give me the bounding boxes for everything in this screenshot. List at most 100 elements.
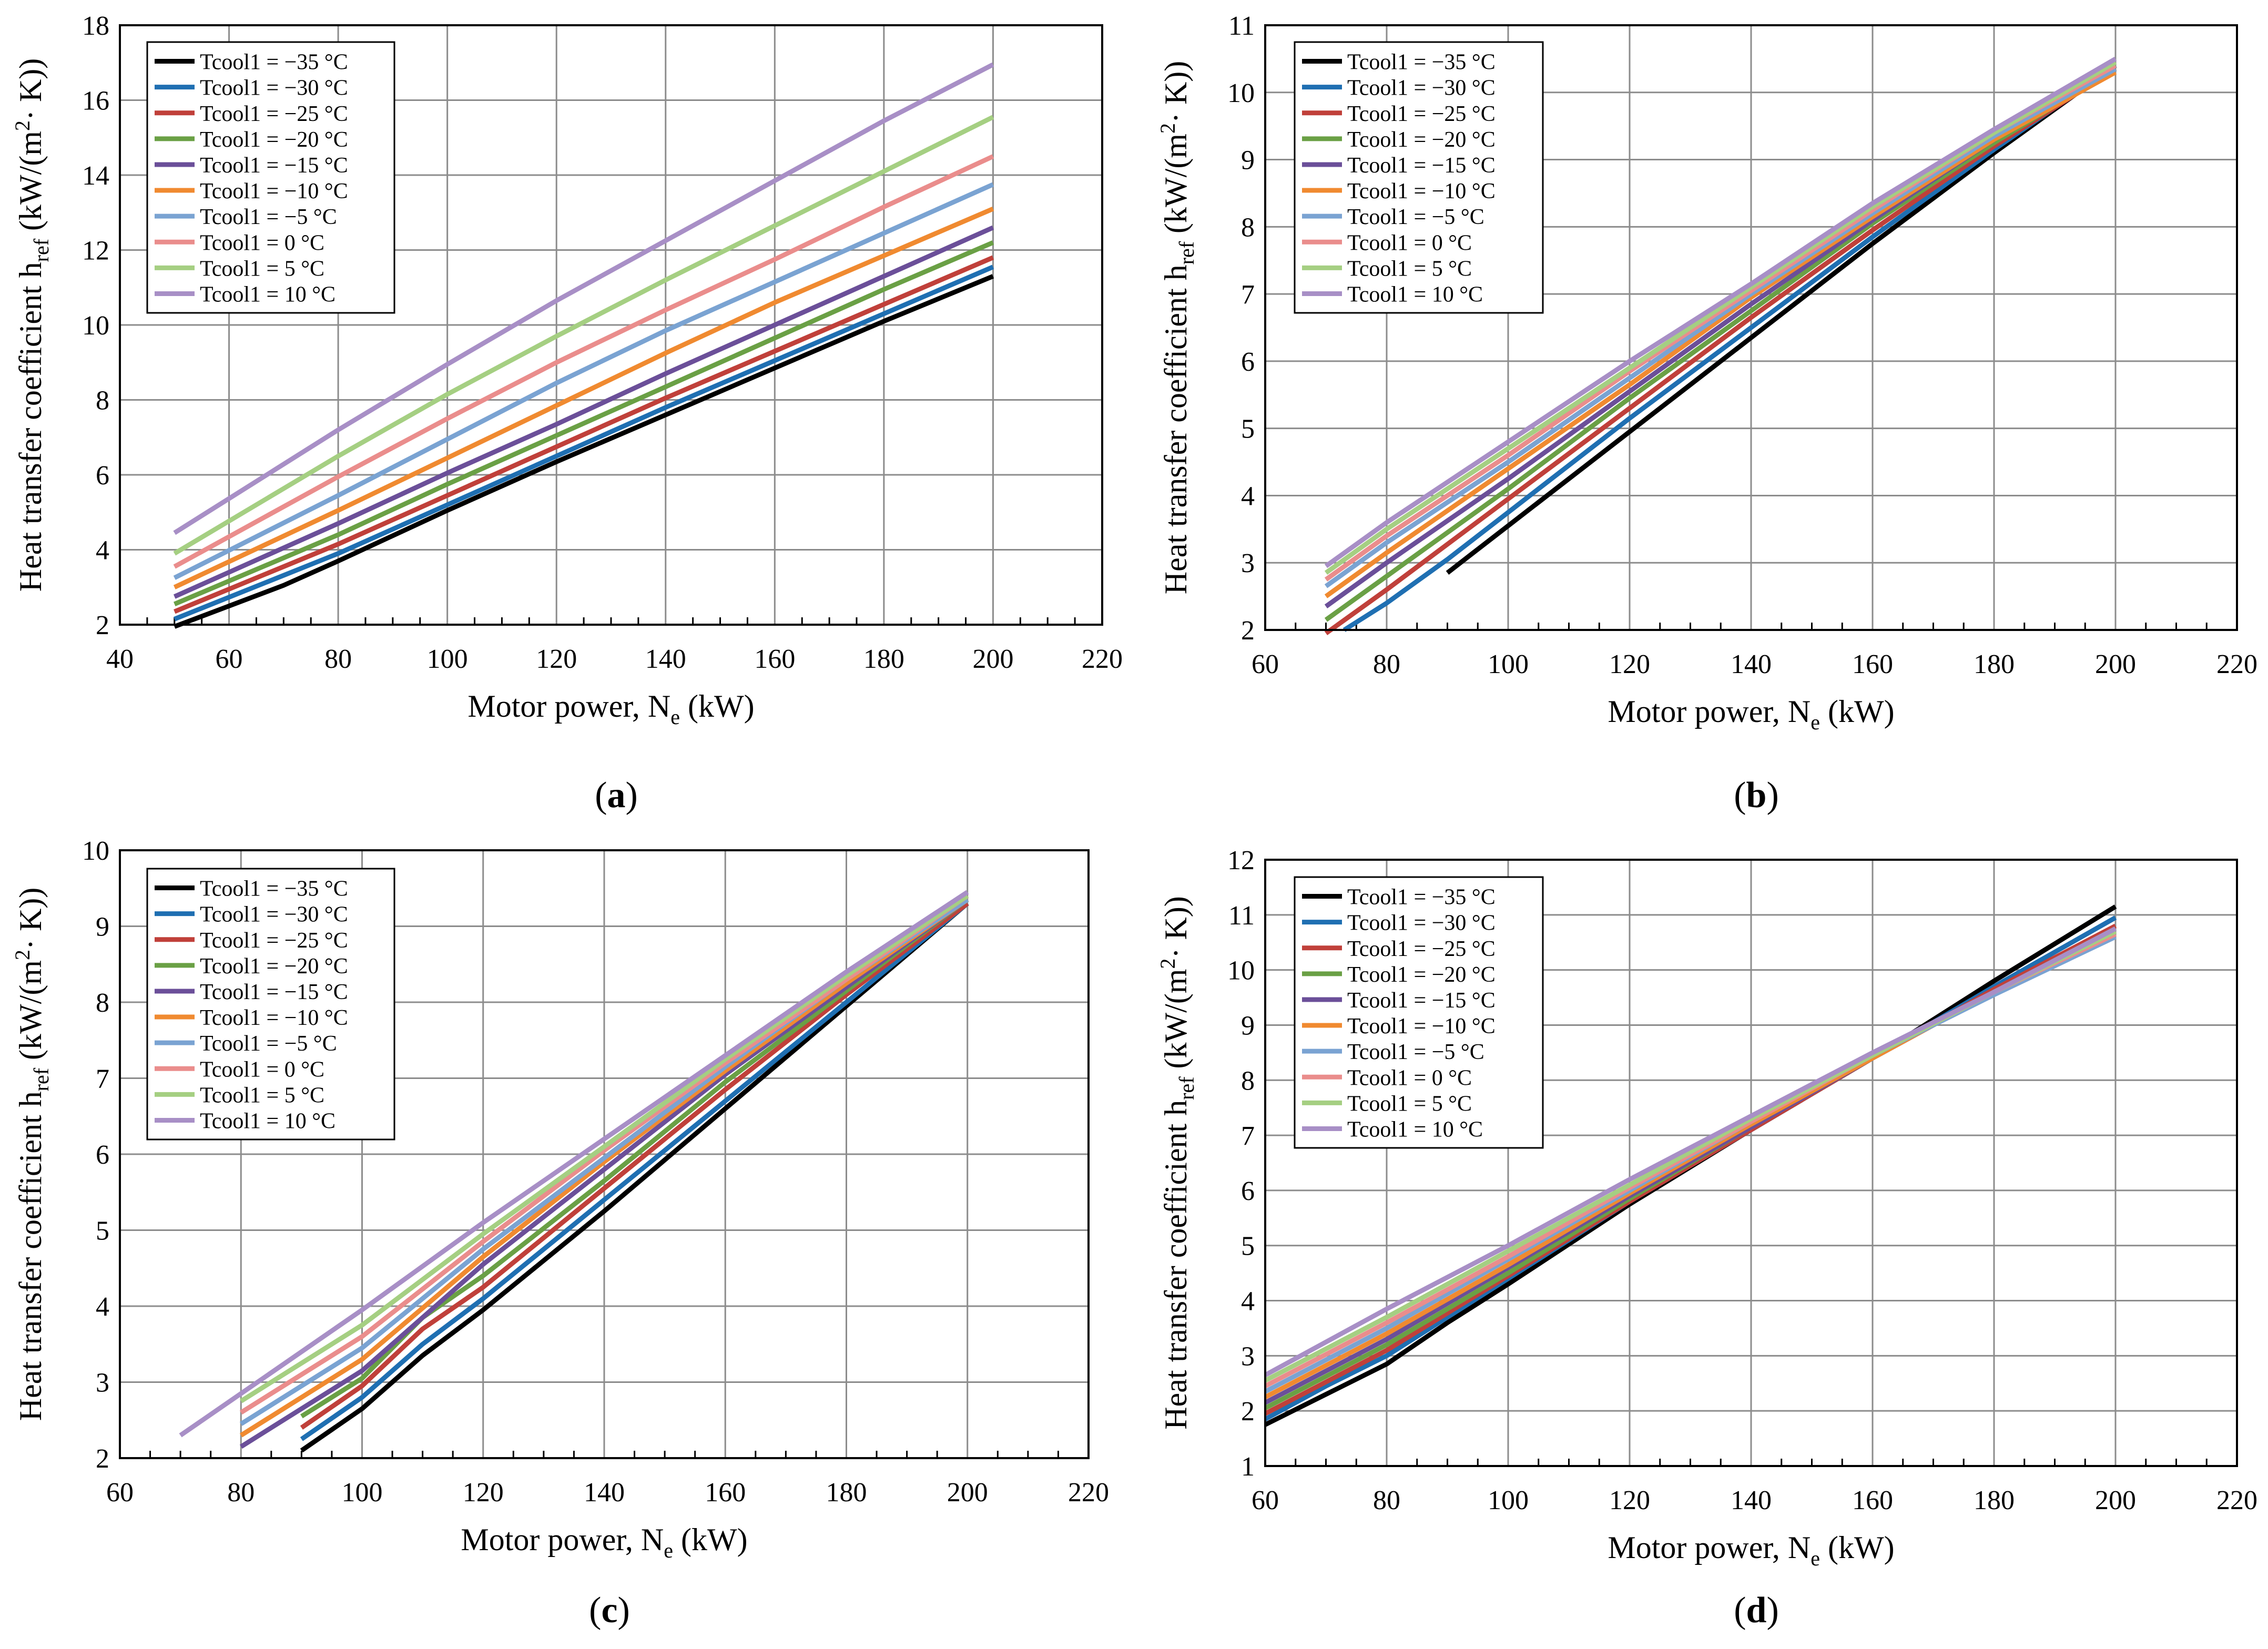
series-line-10 xyxy=(179,890,969,1438)
y-tick-label: 18 xyxy=(82,11,109,41)
x-tick-label: 40 xyxy=(106,644,134,674)
legend-entry-8: Tcool1 = 0 °C xyxy=(1347,231,1472,255)
panel-paren-open: ( xyxy=(589,1590,601,1631)
y-axis-label-sub: ref xyxy=(1175,1076,1198,1100)
x-tick-label: 100 xyxy=(1488,649,1529,679)
series-line-5 xyxy=(239,898,969,1449)
series-line-9 xyxy=(173,115,994,556)
y-tick-label: 10 xyxy=(82,311,109,341)
y-tick-label: 6 xyxy=(96,461,109,491)
legend-entry-1: Tcool1 = −35 °C xyxy=(1347,50,1496,75)
y-tick-label: 7 xyxy=(1241,1121,1255,1151)
x-tick-label: 180 xyxy=(863,644,904,674)
legend-entry-2: Tcool1 = −30 °C xyxy=(200,76,348,100)
legend-entry-7: Tcool1 = −5 °C xyxy=(200,205,337,229)
y-tick-label: 8 xyxy=(96,988,109,1018)
series-line-1 xyxy=(1446,64,2117,575)
y-axis-label-main: Heat transfer coefficient h xyxy=(1158,264,1193,594)
x-tick-label: 120 xyxy=(1609,649,1650,679)
legend-entry-2: Tcool1 = −30 °C xyxy=(1347,911,1496,935)
y-tick-label: 2 xyxy=(96,1444,109,1474)
legend-entry-6: Tcool1 = −10 °C xyxy=(1347,179,1496,203)
y-tick-label: 4 xyxy=(96,1292,109,1322)
chart-panel-d: 60 80 100 120 140 160 180 200 220123456789101112… xyxy=(1156,846,2257,1631)
y-tick-label: 2 xyxy=(1241,616,1255,646)
legend-entry-5: Tcool1 = −15 °C xyxy=(1347,989,1496,1013)
y-tick-label: 10 xyxy=(82,836,109,866)
legend-entry-10: Tcool1 = 10 °C xyxy=(1347,1117,1483,1142)
x-tick-label: 100 xyxy=(427,644,468,674)
x-tick-label: 80 xyxy=(227,1478,255,1508)
series-line-2 xyxy=(174,264,994,622)
panel-label: (d) xyxy=(1734,1590,1779,1631)
y-tick-label: 11 xyxy=(1228,11,1255,41)
legend-entry-1: Tcool1 = −35 °C xyxy=(200,50,348,75)
series-line-4 xyxy=(300,898,969,1419)
x-axis-label-unit: (kW) xyxy=(1820,694,1895,729)
legend-entry-8: Tcool1 = 0 °C xyxy=(200,231,324,255)
y-tick-label: 4 xyxy=(96,536,109,566)
panel-label: (c) xyxy=(589,1590,630,1631)
series-line-8 xyxy=(239,893,969,1415)
panel-paren-close: ) xyxy=(626,775,638,816)
y-tick-label: 4 xyxy=(1241,1287,1255,1317)
x-axis-label-unit: (kW) xyxy=(1820,1530,1895,1565)
legend-entry-3: Tcool1 = −25 °C xyxy=(1347,102,1496,126)
panel-paren-close: ) xyxy=(1766,775,1778,816)
y-tick-label: 3 xyxy=(1241,548,1255,578)
series-line-8 xyxy=(173,154,994,569)
legend-entry-10: Tcool1 = 10 °C xyxy=(200,282,335,307)
y-axis-label-sup: 2 xyxy=(1156,959,1179,969)
x-axis-label-sub: e xyxy=(1811,1546,1820,1570)
legend-entry-1: Tcool1 = −35 °C xyxy=(200,877,348,901)
y-axis-label: Heat transfer coefficient href (kW/(m2· … xyxy=(1156,896,1198,1430)
x-tick-label: 220 xyxy=(2216,649,2257,679)
series-line-6 xyxy=(173,206,994,589)
y-tick-label: 9 xyxy=(1241,146,1255,176)
x-axis-label: Motor power, Ne (kW) xyxy=(1608,1530,1894,1570)
x-tick-label: 100 xyxy=(342,1478,383,1508)
y-axis-label-sub: ref xyxy=(29,1067,53,1091)
legend-entry-9: Tcool1 = 5 °C xyxy=(1347,1092,1472,1116)
panel-paren-open: ( xyxy=(1734,775,1746,816)
series-line-4 xyxy=(1324,67,2117,622)
y-tick-label: 8 xyxy=(1241,212,1255,242)
legend-entry-1: Tcool1 = −35 °C xyxy=(1347,885,1496,910)
y-axis-label-end: · K)) xyxy=(1158,61,1193,123)
x-axis-label: Motor power, Ne (kW) xyxy=(1608,694,1894,734)
panel-paren-close: ) xyxy=(1766,1590,1778,1631)
legend-entry-5: Tcool1 = −15 °C xyxy=(200,154,348,178)
x-tick-label: 80 xyxy=(1373,1485,1400,1515)
x-tick-label: 100 xyxy=(1488,1485,1529,1515)
y-tick-label: 10 xyxy=(1227,78,1255,108)
y-tick-label: 11 xyxy=(1228,901,1255,931)
chart-panel-a: 40 60 80 100 120 140 160 180 200 220 2 4 6 8 10 12 14 16 1… xyxy=(11,11,1123,816)
y-axis-label-unit: (kW/(m xyxy=(1158,134,1193,241)
y-tick-label: 3 xyxy=(96,1368,109,1398)
y-axis-label-unit: (kW/(m xyxy=(1158,969,1193,1077)
y-tick-label: 6 xyxy=(96,1140,109,1170)
y-tick-label: 6 xyxy=(1241,1176,1255,1206)
y-tick-label: 8 xyxy=(1241,1066,1255,1096)
legend-entry-6: Tcool1 = −10 °C xyxy=(200,179,348,203)
x-tick-label: 200 xyxy=(2095,1485,2136,1515)
y-tick-label: 1 xyxy=(1241,1452,1255,1482)
y-tick-label: 2 xyxy=(96,610,109,640)
panel-label: (b) xyxy=(1734,775,1779,816)
x-tick-label: 120 xyxy=(536,644,577,674)
y-axis-label: Heat transfer coefficient href (kW/(m2· … xyxy=(11,888,53,1421)
x-tick-label: 80 xyxy=(324,644,352,674)
x-tick-label: 200 xyxy=(2095,649,2136,679)
series-line-3 xyxy=(300,901,969,1430)
x-tick-label: 140 xyxy=(1731,1485,1772,1515)
panel-label: (a) xyxy=(595,775,638,816)
legend-entry-7: Tcool1 = −5 °C xyxy=(1347,205,1484,229)
y-tick-label: 16 xyxy=(82,86,109,116)
legend-entry-4: Tcool1 = −20 °C xyxy=(200,128,348,152)
y-axis-label-sub: ref xyxy=(29,238,53,262)
y-axis-label-end: · K)) xyxy=(1158,896,1193,958)
legend-entry-9: Tcool1 = 5 °C xyxy=(1347,257,1472,281)
series-line-6 xyxy=(1324,70,2117,598)
chart-panel-b: 60 80 100 120 140 160 180 200 220 2 3 4 5 6 7 8 9 10 11 Tco… xyxy=(1156,11,2257,816)
